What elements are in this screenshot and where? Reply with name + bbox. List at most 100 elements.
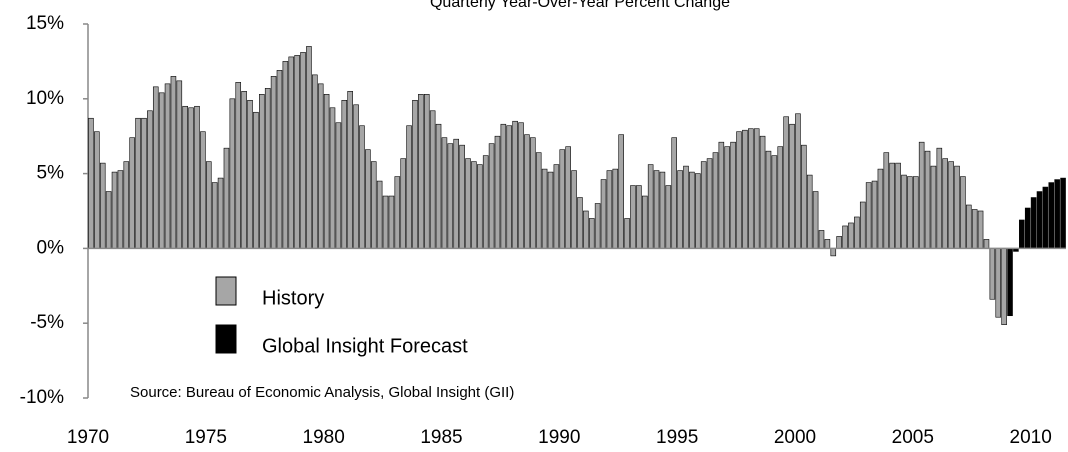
bar: [671, 137, 677, 249]
bar: [1042, 186, 1049, 249]
bar: [795, 113, 801, 249]
bar: [329, 107, 336, 249]
chart-title: Quarterly Year-Over-Year Percent Change: [430, 0, 730, 11]
bar: [659, 171, 666, 249]
bar: [565, 146, 571, 249]
bar: [306, 46, 312, 249]
bar: [506, 125, 513, 249]
bar: [765, 150, 772, 249]
bar: [630, 185, 636, 249]
bar: [429, 110, 436, 249]
bar: [753, 128, 760, 249]
x-tick-label: 1985: [420, 427, 462, 448]
bar: [535, 152, 542, 249]
bar: [518, 122, 524, 249]
bar: [854, 216, 860, 249]
bar: [571, 170, 577, 249]
bar: [824, 239, 831, 249]
bar: [353, 104, 359, 249]
bar: [1054, 179, 1060, 249]
bar: [583, 210, 589, 249]
bar: [317, 83, 324, 249]
bar: [200, 131, 206, 249]
legend-label: Global Insight Forecast: [262, 335, 468, 357]
bar: [624, 218, 630, 249]
bar: [382, 195, 389, 249]
x-tick-label: 1970: [67, 427, 109, 448]
bar: [706, 158, 713, 249]
bar: [465, 158, 471, 249]
bar: [977, 210, 984, 249]
bar: [300, 52, 306, 249]
bar: [983, 239, 990, 249]
bar: [312, 74, 318, 249]
bar: [176, 80, 183, 249]
bar: [665, 185, 672, 249]
bar: [435, 123, 442, 249]
bar: [276, 70, 283, 249]
bar: [111, 171, 118, 249]
bar: [830, 248, 837, 257]
x-tick-label: 1995: [656, 427, 698, 448]
bar: [400, 158, 406, 249]
source-note: Source: Bureau of Economic Analysis, Glo…: [130, 384, 514, 401]
x-tick-label: 1990: [538, 427, 580, 448]
y-tick-label: 15%: [26, 13, 64, 34]
bar: [135, 117, 141, 249]
bar: [907, 176, 913, 249]
bar: [229, 98, 236, 249]
bar: [105, 191, 112, 249]
bar: [152, 86, 159, 249]
bar: [742, 129, 748, 249]
bar: [99, 162, 106, 249]
bar: [488, 143, 495, 249]
bar: [235, 82, 242, 249]
bar: [541, 168, 548, 249]
bar: [259, 94, 265, 249]
bar: [247, 99, 253, 249]
bar: [588, 218, 595, 249]
x-tick-label: 2010: [1010, 427, 1052, 448]
bar: [288, 56, 295, 249]
bar: [1036, 191, 1043, 249]
bar: [960, 176, 966, 249]
bar: [836, 236, 842, 249]
bar: [418, 94, 424, 249]
bar: [370, 161, 377, 249]
y-tick-label: -10%: [20, 387, 64, 408]
bar: [594, 203, 601, 249]
bar: [636, 185, 642, 249]
bar: [859, 201, 866, 249]
bar: [123, 161, 130, 249]
bar: [253, 111, 259, 249]
bar: [182, 105, 188, 249]
legend-swatch: [215, 324, 237, 354]
x-tick-label: 2005: [892, 427, 934, 448]
bar: [170, 76, 177, 249]
bar: [500, 123, 507, 249]
bar: [294, 55, 300, 249]
bar: [683, 165, 689, 249]
bar: [871, 180, 878, 249]
x-tick-label: 1980: [303, 427, 345, 448]
bar: [918, 141, 925, 249]
bar: [653, 170, 660, 249]
bar: [282, 61, 289, 249]
bar: [1024, 207, 1031, 249]
bar: [924, 150, 931, 249]
bar: [577, 197, 583, 249]
bar: [412, 99, 418, 249]
bar: [759, 135, 766, 249]
bar: [954, 165, 960, 249]
bar: [942, 158, 948, 249]
bar: [901, 174, 907, 249]
bar: [995, 248, 1002, 318]
bar: [341, 99, 348, 249]
legend-swatch: [215, 276, 237, 306]
bar: [512, 120, 518, 249]
bar: [771, 155, 778, 249]
bar: [423, 94, 430, 249]
bar: [612, 168, 619, 249]
bar: [895, 162, 901, 249]
